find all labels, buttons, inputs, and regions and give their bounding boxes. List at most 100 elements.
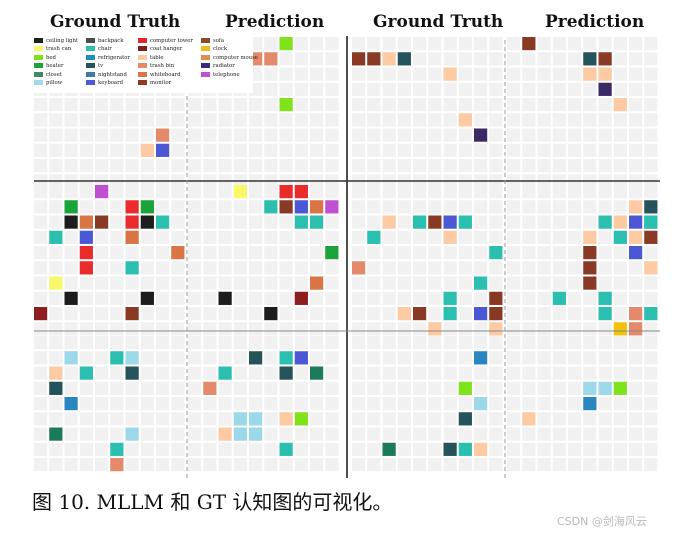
grid-cell <box>34 185 48 199</box>
grid-cell <box>34 351 48 365</box>
grid-cell <box>264 113 278 127</box>
grid-cell <box>522 143 536 157</box>
grid-cell <box>443 128 457 142</box>
grid-cell <box>171 215 185 229</box>
grid-cell <box>110 113 124 127</box>
object-cell <box>474 442 488 456</box>
grid-cell <box>443 427 457 441</box>
grid-cell <box>552 276 566 290</box>
grid-cell <box>644 291 658 305</box>
grid-cell <box>249 397 263 411</box>
grid-cell <box>294 52 308 66</box>
grid-cell <box>458 82 472 96</box>
legend-item: computer mouse <box>201 54 258 62</box>
grid-cell <box>644 82 658 96</box>
grid-cell <box>140 98 154 112</box>
legend-item: whiteboard <box>138 71 181 79</box>
grid-cell <box>537 261 551 275</box>
grid-cell <box>125 143 139 157</box>
grid-cell <box>367 98 381 112</box>
legend-item: radiator <box>201 63 235 70</box>
object-cell <box>279 412 293 426</box>
object-cell <box>598 215 612 229</box>
grid-cell <box>413 442 427 456</box>
grid-cell <box>325 291 339 305</box>
legend-label: tv <box>98 63 104 70</box>
grid-cell <box>264 412 278 426</box>
grid-cell <box>552 128 566 142</box>
legend-item: backpack <box>86 38 123 45</box>
grid-cell <box>64 307 78 321</box>
object-cell <box>598 52 612 66</box>
grid-cell <box>352 82 366 96</box>
grid-cell <box>568 427 582 441</box>
grid-cell <box>264 215 278 229</box>
grid-cell <box>325 412 339 426</box>
object-cell <box>294 291 308 305</box>
grid-cell <box>507 458 521 472</box>
legend-label: trash can <box>46 46 72 53</box>
grid-cell <box>64 246 78 260</box>
object-cell <box>613 322 627 336</box>
grid-cell <box>644 458 658 472</box>
object-cell <box>95 185 109 199</box>
object-cell <box>110 458 124 472</box>
grid-cell <box>279 230 293 244</box>
grid-cell <box>188 381 202 395</box>
grid-cell <box>249 230 263 244</box>
grid-cell <box>522 351 536 365</box>
grid-cell <box>203 128 217 142</box>
grid-cell <box>613 261 627 275</box>
object-cell <box>443 307 457 321</box>
grid-cell <box>203 215 217 229</box>
legend-label: heater <box>46 63 64 70</box>
grid-cell <box>110 336 124 350</box>
object-cell <box>629 322 643 336</box>
grid-cell <box>279 397 293 411</box>
grid-cell <box>537 366 551 380</box>
grid-cell <box>443 113 457 127</box>
grid-cell <box>552 52 566 66</box>
grid-cell <box>352 427 366 441</box>
grid-cell <box>49 307 63 321</box>
grid-cell <box>568 351 582 365</box>
grid-cell <box>367 82 381 96</box>
grid-cell <box>583 215 597 229</box>
grid-cell <box>428 185 442 199</box>
grid-cell <box>264 143 278 157</box>
object-cell <box>233 412 247 426</box>
grid-cell <box>443 276 457 290</box>
grid-cell <box>568 185 582 199</box>
object-cell <box>382 442 396 456</box>
grid-cell <box>443 366 457 380</box>
grid-cell <box>583 322 597 336</box>
object-cell <box>49 427 63 441</box>
object-cell <box>474 128 488 142</box>
object-cell <box>458 113 472 127</box>
grid-cell <box>49 322 63 336</box>
grid-cell <box>522 246 536 260</box>
grid-cell <box>382 322 396 336</box>
grid-cell <box>443 261 457 275</box>
grid-cell <box>552 246 566 260</box>
grid-cell <box>171 159 185 173</box>
legend-swatch <box>201 71 210 77</box>
grid-cell <box>522 307 536 321</box>
object-cell <box>310 215 324 229</box>
legend-swatch <box>201 63 210 69</box>
grid-cell <box>352 185 366 199</box>
grid-cell <box>507 113 521 127</box>
grid-cell <box>325 230 339 244</box>
grid-cell <box>644 351 658 365</box>
object-cell <box>110 442 124 456</box>
object-cell <box>79 246 93 260</box>
grid-cell <box>203 261 217 275</box>
grid-cell <box>203 113 217 127</box>
grid-cell <box>310 128 324 142</box>
grid-cell <box>188 246 202 260</box>
grid-cell <box>279 82 293 96</box>
grid-cell <box>249 185 263 199</box>
legend-label: computer tower <box>150 38 193 44</box>
grid-cell <box>140 442 154 456</box>
grid-cell <box>583 143 597 157</box>
